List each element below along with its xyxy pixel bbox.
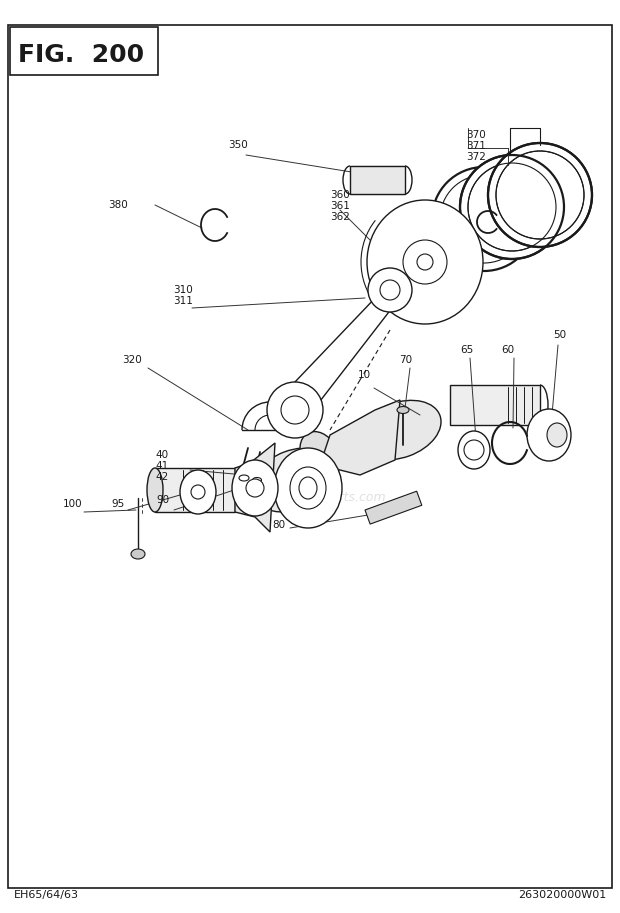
Circle shape	[283, 468, 307, 492]
Text: 95: 95	[112, 499, 125, 509]
Bar	[155, 468, 235, 512]
Text: 70: 70	[399, 355, 412, 365]
Circle shape	[488, 143, 592, 247]
Polygon shape	[235, 443, 275, 532]
Text: FIG.  200: FIG. 200	[18, 43, 144, 67]
Text: 320: 320	[122, 355, 142, 365]
Circle shape	[464, 440, 484, 460]
Circle shape	[191, 485, 205, 499]
Bar	[450, 385, 540, 425]
Ellipse shape	[252, 448, 339, 512]
Circle shape	[281, 396, 309, 424]
Text: 10: 10	[358, 370, 371, 380]
Ellipse shape	[290, 467, 326, 509]
Circle shape	[460, 155, 564, 259]
Ellipse shape	[300, 432, 340, 478]
Text: 380: 380	[108, 200, 128, 210]
Circle shape	[246, 479, 264, 497]
Ellipse shape	[252, 477, 262, 482]
Text: 100: 100	[63, 499, 83, 509]
Text: 80: 80	[272, 520, 286, 530]
Bar	[365, 491, 422, 524]
Polygon shape	[320, 400, 400, 475]
Ellipse shape	[232, 460, 278, 516]
Ellipse shape	[359, 401, 441, 459]
Circle shape	[267, 382, 323, 438]
Circle shape	[403, 240, 447, 284]
Polygon shape	[273, 295, 402, 405]
Ellipse shape	[547, 423, 567, 447]
Circle shape	[417, 254, 433, 270]
Text: 310
311: 310 311	[173, 285, 193, 306]
Text: 60: 60	[502, 345, 515, 355]
Text: 370
371
372: 370 371 372	[466, 130, 486, 162]
Ellipse shape	[397, 406, 409, 414]
Text: 263020000W01: 263020000W01	[518, 890, 606, 900]
Text: 50: 50	[554, 330, 567, 340]
Ellipse shape	[239, 475, 249, 481]
Ellipse shape	[274, 448, 342, 528]
Text: EH65/64/63: EH65/64/63	[14, 890, 79, 900]
Bar	[10, 27, 158, 75]
Text: 90: 90	[156, 495, 169, 505]
Ellipse shape	[147, 468, 163, 512]
Circle shape	[368, 268, 412, 312]
Text: 350: 350	[228, 140, 248, 150]
Ellipse shape	[527, 409, 571, 461]
Ellipse shape	[299, 477, 317, 499]
Text: 360
361
362: 360 361 362	[330, 190, 350, 222]
Text: eReplacementParts.com: eReplacementParts.com	[234, 491, 386, 504]
Circle shape	[380, 280, 400, 300]
Ellipse shape	[131, 549, 145, 559]
Text: 40
41
42: 40 41 42	[156, 450, 169, 481]
Ellipse shape	[367, 200, 483, 324]
Ellipse shape	[458, 431, 490, 469]
Ellipse shape	[180, 470, 216, 514]
Bar	[350, 166, 405, 194]
Text: 65: 65	[461, 345, 474, 355]
